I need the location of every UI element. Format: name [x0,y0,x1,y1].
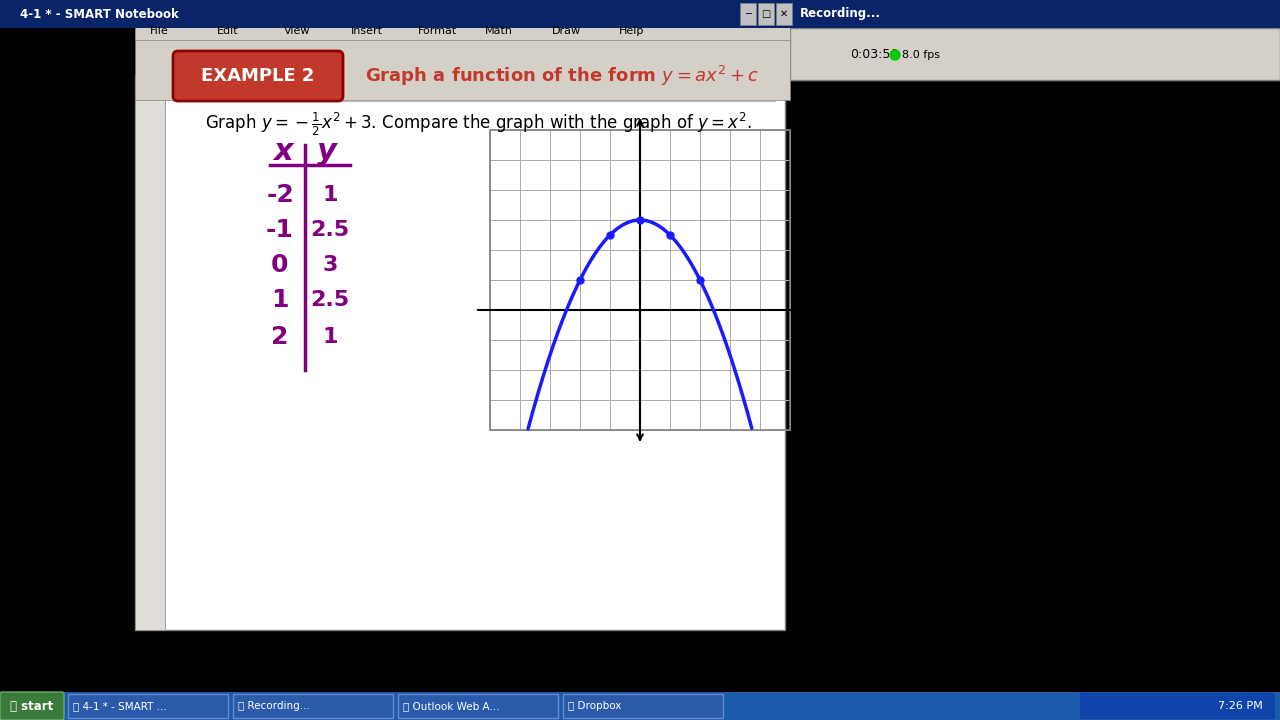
Text: View: View [284,26,311,36]
Text: x: x [273,138,293,166]
Text: Draw: Draw [552,26,581,36]
Text: 2.5: 2.5 [311,290,349,310]
Text: Format: Format [419,26,457,36]
Text: 🎵 Recording...: 🎵 Recording... [238,701,310,711]
Text: EXAMPLE 2: EXAMPLE 2 [201,67,315,85]
FancyBboxPatch shape [233,694,393,718]
Text: -1: -1 [266,218,294,242]
FancyBboxPatch shape [790,0,1280,28]
Text: 1: 1 [271,288,289,312]
Text: 4-1 * - SMART Notebook: 4-1 * - SMART Notebook [20,7,179,20]
Text: 3: 3 [323,255,338,275]
Text: 🪟 start: 🪟 start [10,700,54,713]
Text: Help: Help [620,26,644,36]
FancyBboxPatch shape [1080,693,1275,719]
FancyBboxPatch shape [0,0,790,28]
Text: File: File [150,26,169,36]
Text: y: y [317,138,337,166]
Text: ✕: ✕ [780,9,788,19]
FancyBboxPatch shape [0,692,1280,720]
Text: 8.0 fps: 8.0 fps [902,50,940,60]
Text: 7:26 PM: 7:26 PM [1217,701,1262,711]
Text: 📄 4-1 * - SMART ...: 📄 4-1 * - SMART ... [73,701,166,711]
Text: ─: ─ [745,9,751,19]
FancyBboxPatch shape [790,28,1280,80]
FancyBboxPatch shape [134,22,790,40]
FancyBboxPatch shape [0,692,64,720]
Text: Recording...: Recording... [800,7,881,20]
Text: Graph $y = -\frac{1}{2}x^2 + 3$. Compare the graph with the graph of $y = x^2$.: Graph $y = -\frac{1}{2}x^2 + 3$. Compare… [205,110,751,138]
FancyBboxPatch shape [134,30,790,100]
Text: Edit: Edit [218,26,238,36]
FancyBboxPatch shape [134,75,785,630]
FancyBboxPatch shape [758,3,774,25]
Text: 0:03:50: 0:03:50 [850,48,899,61]
Text: 2: 2 [271,325,289,349]
FancyBboxPatch shape [790,0,1280,80]
Text: Insert: Insert [351,26,383,36]
Text: 📦 Dropbox: 📦 Dropbox [568,701,621,711]
Text: 1: 1 [323,327,338,347]
Text: 0: 0 [271,253,289,277]
FancyBboxPatch shape [398,694,558,718]
FancyBboxPatch shape [776,3,792,25]
Text: 🌐 Outlook Web A...: 🌐 Outlook Web A... [403,701,499,711]
Text: 2.5: 2.5 [311,220,349,240]
FancyBboxPatch shape [134,75,165,630]
Text: Math: Math [485,26,513,36]
Text: -2: -2 [266,183,294,207]
Circle shape [890,50,900,60]
Text: □: □ [762,9,771,19]
Text: Graph a function of the form $y = ax^2 + c$: Graph a function of the form $y = ax^2 +… [365,64,759,88]
FancyBboxPatch shape [563,694,723,718]
FancyBboxPatch shape [68,694,228,718]
FancyBboxPatch shape [173,51,343,101]
Text: 1: 1 [323,185,338,205]
FancyBboxPatch shape [740,3,756,25]
